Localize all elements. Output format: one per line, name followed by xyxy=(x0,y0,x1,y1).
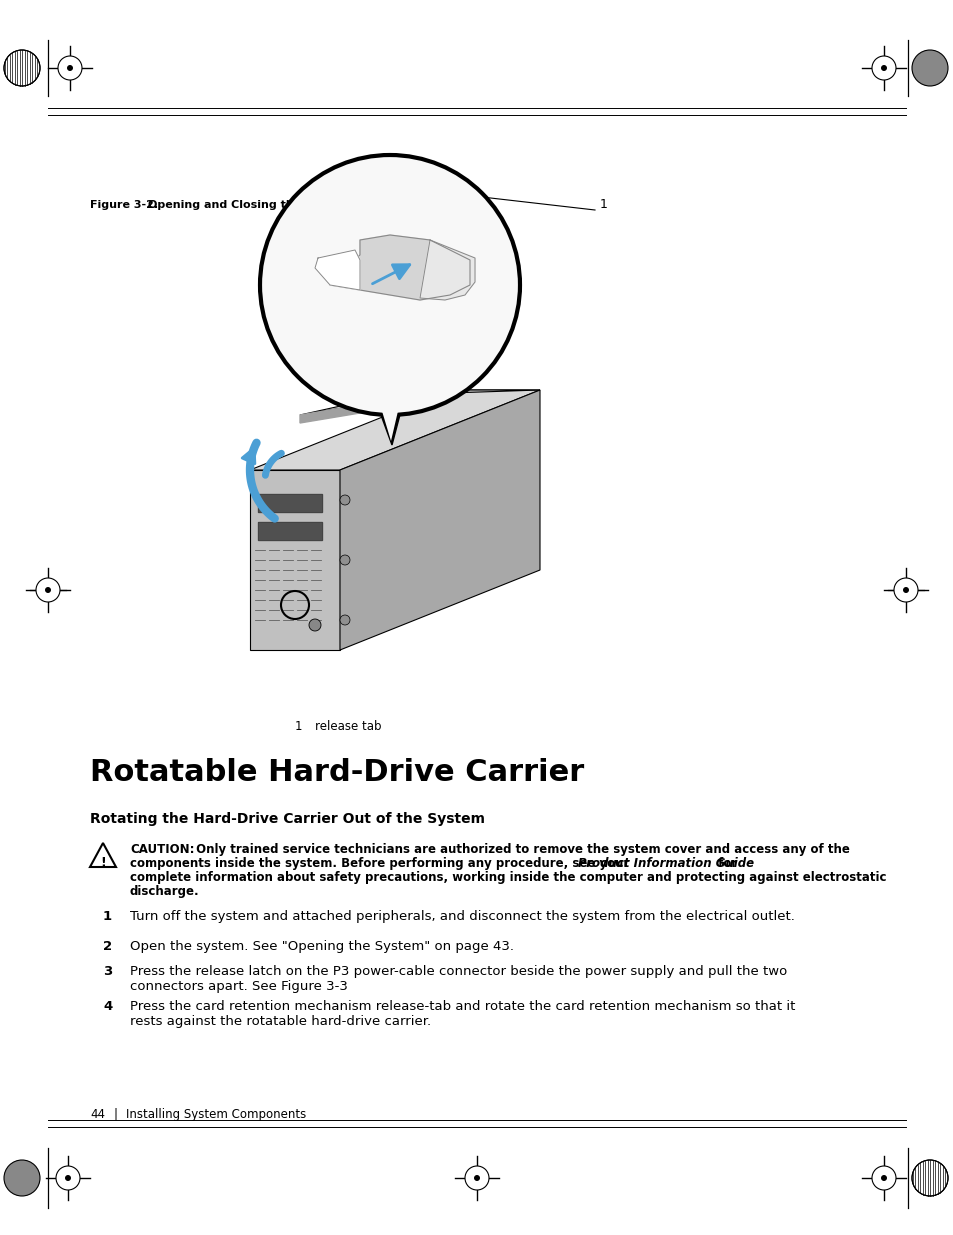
Circle shape xyxy=(36,578,60,601)
Text: discharge.: discharge. xyxy=(130,885,199,898)
Text: Open the system. See "Opening the System" on page 43.: Open the system. See "Opening the System… xyxy=(130,940,514,953)
Circle shape xyxy=(4,1160,40,1195)
Text: components inside the system. Before performing any procedure, see your: components inside the system. Before per… xyxy=(130,857,633,869)
Text: Only trained service technicians are authorized to remove the system cover and a: Only trained service technicians are aut… xyxy=(192,844,849,856)
Circle shape xyxy=(880,65,886,70)
Text: 1: 1 xyxy=(103,910,112,923)
Circle shape xyxy=(902,587,908,593)
Polygon shape xyxy=(330,235,470,300)
Polygon shape xyxy=(299,390,539,415)
Circle shape xyxy=(871,56,895,80)
Polygon shape xyxy=(250,471,339,650)
Text: Press the card retention mechanism release-tab and rotate the card retention mec: Press the card retention mechanism relea… xyxy=(130,1000,795,1013)
Circle shape xyxy=(871,1166,895,1191)
Text: Turn off the system and attached peripherals, and disconnect the system from the: Turn off the system and attached periphe… xyxy=(130,910,794,923)
Polygon shape xyxy=(381,411,397,441)
Circle shape xyxy=(339,615,350,625)
Text: release tab: release tab xyxy=(314,720,381,734)
Circle shape xyxy=(45,587,51,593)
Text: 3: 3 xyxy=(103,965,112,978)
Text: 1: 1 xyxy=(599,199,607,211)
Text: Figure 3-2.: Figure 3-2. xyxy=(90,200,158,210)
Text: rests against the rotatable hard-drive carrier.: rests against the rotatable hard-drive c… xyxy=(130,1015,431,1028)
Polygon shape xyxy=(419,240,475,300)
Circle shape xyxy=(893,578,917,601)
Circle shape xyxy=(58,56,82,80)
Circle shape xyxy=(260,156,519,415)
Circle shape xyxy=(65,1174,71,1181)
Circle shape xyxy=(474,1174,479,1181)
Circle shape xyxy=(67,65,73,70)
Text: complete information about safety precautions, working inside the computer and p: complete information about safety precau… xyxy=(130,871,885,884)
Polygon shape xyxy=(250,390,539,471)
Text: 2: 2 xyxy=(103,940,112,953)
Text: Installing System Components: Installing System Components xyxy=(126,1108,306,1121)
Circle shape xyxy=(880,1174,886,1181)
Text: Opening and Closing the System: Opening and Closing the System xyxy=(148,200,351,210)
Text: !: ! xyxy=(100,856,106,868)
Polygon shape xyxy=(377,408,401,445)
Text: connectors apart. See Figure 3-3: connectors apart. See Figure 3-3 xyxy=(130,981,348,993)
Circle shape xyxy=(464,1166,489,1191)
Text: Product Information Guide: Product Information Guide xyxy=(578,857,753,869)
Circle shape xyxy=(911,1160,947,1195)
Text: Rotatable Hard-Drive Carrier: Rotatable Hard-Drive Carrier xyxy=(90,758,583,787)
Text: 44: 44 xyxy=(90,1108,105,1121)
Polygon shape xyxy=(257,522,322,540)
Circle shape xyxy=(911,49,947,86)
Circle shape xyxy=(56,1166,80,1191)
Text: for: for xyxy=(713,857,737,869)
Text: |: | xyxy=(113,1108,118,1121)
Circle shape xyxy=(309,619,320,631)
Text: Press the release latch on the P3 power-cable connector beside the power supply : Press the release latch on the P3 power-… xyxy=(130,965,786,978)
Text: 1: 1 xyxy=(294,720,302,734)
Circle shape xyxy=(339,555,350,564)
Polygon shape xyxy=(339,390,539,650)
Circle shape xyxy=(4,49,40,86)
Text: Rotating the Hard-Drive Carrier Out of the System: Rotating the Hard-Drive Carrier Out of t… xyxy=(90,811,484,826)
Text: CAUTION:: CAUTION: xyxy=(130,844,194,856)
Polygon shape xyxy=(314,249,359,290)
Polygon shape xyxy=(90,844,116,867)
Circle shape xyxy=(339,495,350,505)
Text: 4: 4 xyxy=(103,1000,112,1013)
Polygon shape xyxy=(257,494,322,513)
Polygon shape xyxy=(299,390,450,424)
